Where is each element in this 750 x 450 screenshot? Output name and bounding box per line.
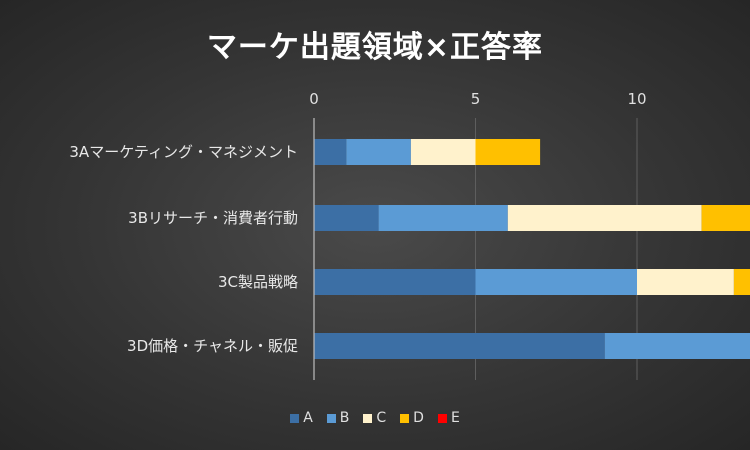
legend-swatch [363,413,373,423]
legend-swatch [326,413,336,423]
chart-title: マーケ出題領域×正答率 [206,30,544,65]
x-tick-label: 0 [309,90,319,108]
category-label: 3Aマーケティング・マネジメント [69,143,298,161]
legend-label: E [450,410,460,426]
legend-label: C [376,410,387,426]
x-tick-label: 10 [627,90,646,108]
bar-segment-B [475,269,637,295]
legend-item-B: B [326,410,350,426]
bar-segment-A [314,205,379,231]
bar-segment-D [733,269,750,295]
bar-segment-C [410,139,476,165]
bar-segment-C [507,205,702,231]
legend-item-D: D [400,410,424,426]
legend: A B C D E [0,410,750,426]
bar-segment-D [701,205,750,231]
bar-segment-D [475,139,541,165]
bar-segment-A [314,139,347,165]
legend-item-C: C [363,410,386,426]
x-tick-label: 5 [471,90,481,108]
bar-segment-B [604,333,750,359]
category-label: 3C製品戦略 [218,273,298,291]
bar-segment-B [378,205,508,231]
legend-label: D [413,410,424,426]
legend-label: A [303,410,313,426]
bar-segment-A [314,333,605,359]
legend-item-E: E [437,410,460,426]
bar-segment-A [314,269,476,295]
legend-swatch [437,413,447,423]
legend-swatch [290,413,300,423]
legend-swatch [400,413,410,423]
category-label: 3Bリサーチ・消費者行動 [128,209,298,227]
category-label: 3D価格・チャネル・販促 [127,337,298,355]
legend-label: B [339,410,350,426]
bar-segment-B [346,139,411,165]
legend-item-A: A [290,410,313,426]
bar-segment-C [637,269,734,295]
